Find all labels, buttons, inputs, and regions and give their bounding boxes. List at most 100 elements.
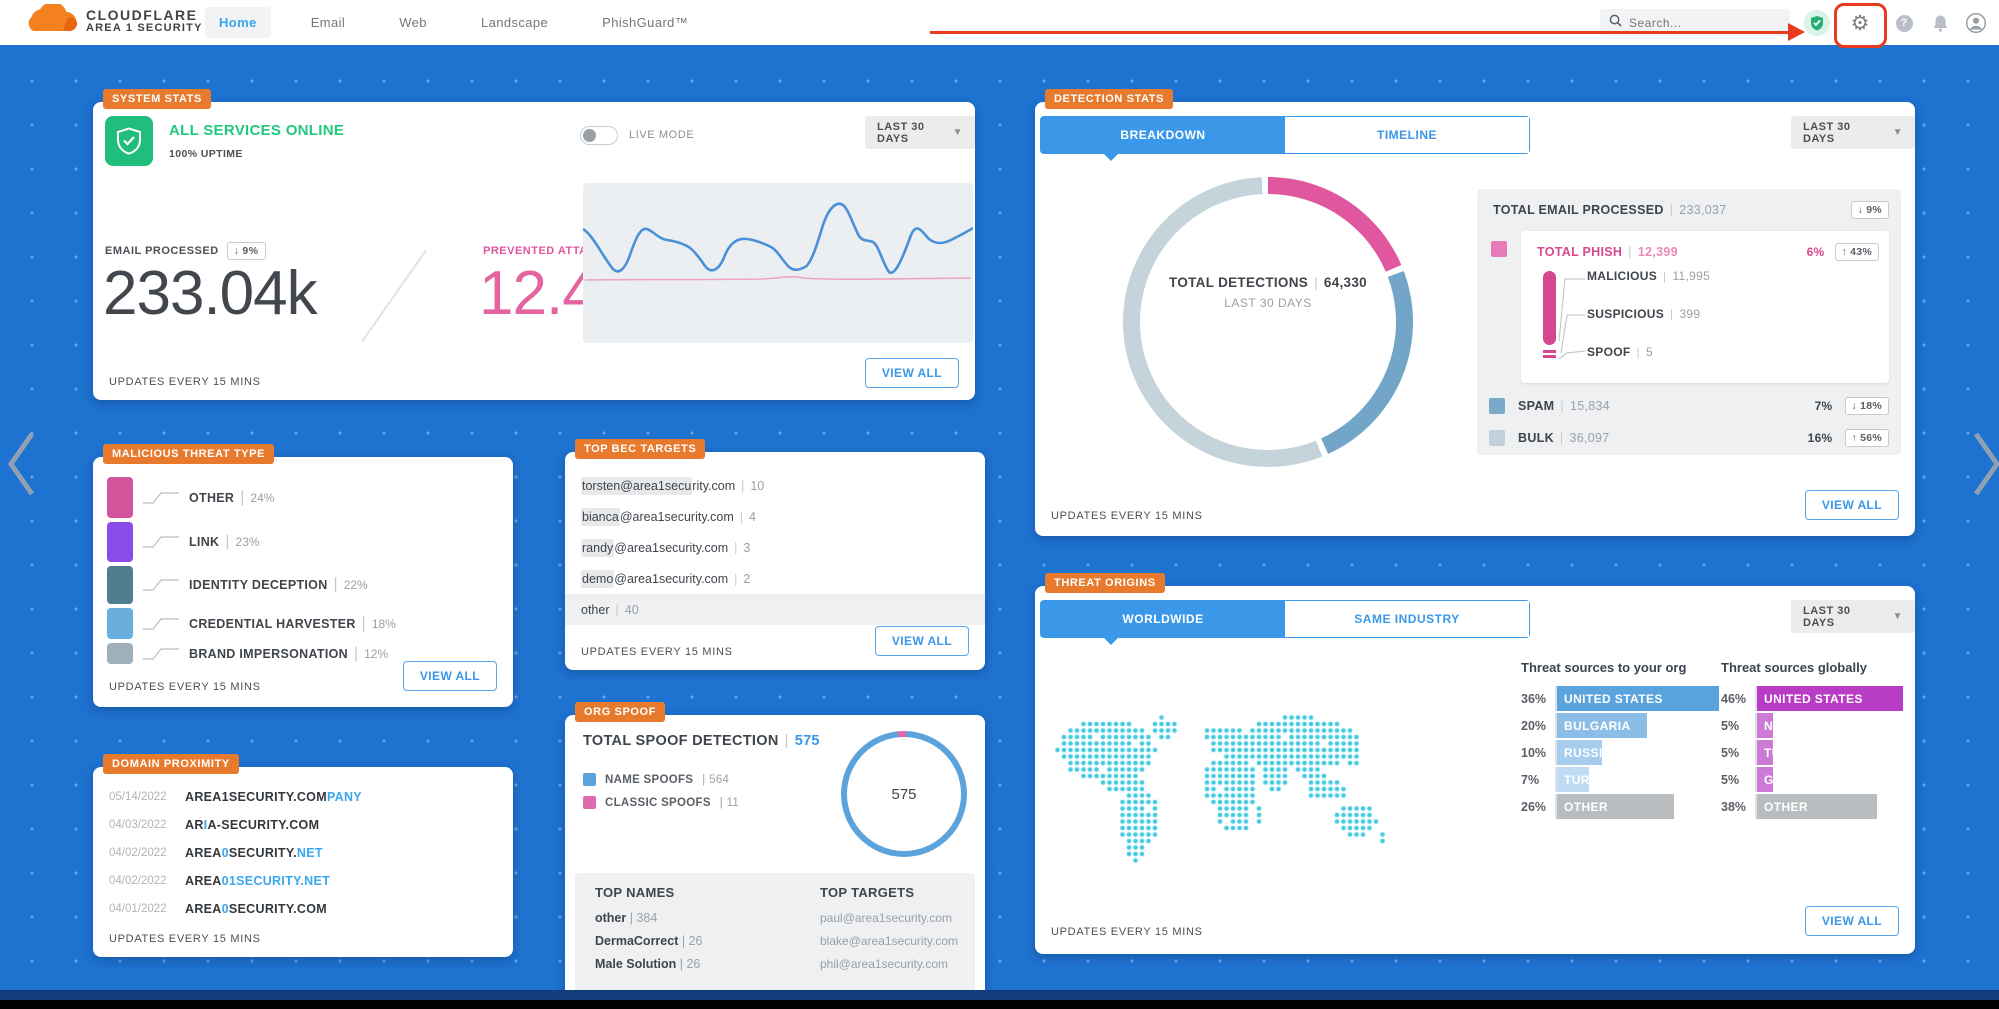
threat-source-bar: OTHER: [1557, 794, 1674, 819]
view-all-button[interactable]: VIEW ALL: [402, 661, 497, 691]
separator: |: [615, 602, 619, 617]
view-all-button[interactable]: VIEW ALL: [874, 626, 969, 656]
org-sources-bars: 36% UNITED STATES 20% BULGARIA 10% RUSSIA 7% TU…: [1521, 686, 1719, 821]
card-badge: TOP BEC TARGETS: [575, 439, 706, 459]
nav-item-email[interactable]: Email: [310, 15, 346, 30]
threat-type-row: LINK | 23%: [107, 522, 499, 562]
email-processed-delta-badge: ↓ 9%: [226, 242, 266, 260]
live-mode-toggle[interactable]: [580, 126, 618, 145]
bec-highlight: torsten@area1secu: [581, 476, 693, 495]
nav-item-landscape[interactable]: Landscape: [480, 15, 549, 30]
uptime-text: 100% UPTIME: [169, 148, 243, 160]
bec-target-row: randy@area1security.com | 3: [565, 532, 985, 563]
total-phish-row: TOTAL PHISH | 12,399 6% ↑ 43%: [1537, 243, 1879, 261]
domain-name: AREA0SECURITY.NET: [185, 846, 323, 860]
domain-name: ARIA-SECURITY.COM: [185, 818, 319, 832]
bar-track: OTHER: [1555, 794, 1674, 819]
total-email-value: 233,037: [1679, 203, 1727, 217]
date-range-dropdown[interactable]: LAST 30 DAYS ▼: [865, 116, 975, 149]
domain-part: AREA: [185, 846, 222, 860]
view-all-button[interactable]: VIEW ALL: [1804, 490, 1899, 520]
email-processed-label-row: EMAIL PROCESSED ↓ 9%: [105, 242, 266, 260]
bar-track: BULGARIA: [1555, 713, 1647, 738]
help-question-glyph: ?: [1895, 14, 1913, 32]
bulk-label: BULK: [1518, 431, 1554, 445]
legend-color-chip: [583, 773, 596, 786]
connector-line: [141, 490, 181, 506]
threat-type-color-chip: [107, 643, 133, 664]
delta-value: 18%: [1860, 400, 1882, 412]
global-sources-header: Threat sources globally: [1721, 660, 1867, 675]
top-targets-header: TOP TARGETS: [820, 885, 915, 900]
threat-source-pct: 36%: [1521, 691, 1547, 706]
threat-source-label: BULGARIA: [1564, 718, 1631, 733]
email-processed-label: EMAIL PROCESSED: [105, 245, 219, 257]
detection-breakdown-panel: TOTAL EMAIL PROCESSED | 233,037 ↓ 9% TOTA…: [1477, 189, 1901, 455]
spoof-donut-chart: 575: [841, 731, 967, 857]
threat-source-pct: 5%: [1721, 745, 1740, 760]
arrow-up-icon: ↑: [1851, 432, 1858, 444]
connector-line: [141, 577, 181, 593]
card-badge: MALICIOUS THREAT TYPE: [103, 444, 274, 464]
separator: |: [225, 533, 230, 550]
bec-rest: rity.com: [692, 478, 736, 493]
date-range-dropdown[interactable]: LAST 30 DAYS ▼: [1791, 116, 1915, 149]
bar-track: TURKEY: [1755, 740, 1815, 765]
search-input[interactable]: [1629, 15, 1769, 30]
detection-tabs: BREAKDOWN TIMELINE: [1040, 116, 1530, 161]
threat-source-row: 5% GERMANY: [1721, 767, 1903, 792]
separator: |: [1670, 307, 1674, 321]
spoof-legend: NAME SPOOFS | 564 CLASSIC SPOOFS | 11: [583, 773, 739, 819]
bulk-pct: 16%: [1807, 431, 1833, 445]
prevented-attacks-label: PREVENTED ATTACKS: [483, 245, 613, 257]
previous-page-chevron[interactable]: [4, 428, 40, 505]
domain-date: 05/14/2022: [109, 791, 167, 803]
tab-worldwide[interactable]: WORLDWIDE: [1041, 601, 1285, 645]
total-phish-label: TOTAL PHISH: [1537, 245, 1623, 259]
nav-item-web[interactable]: Web: [399, 15, 427, 30]
bar-track: OTHER: [1755, 794, 1877, 819]
account-status-shield-icon[interactable]: [1804, 10, 1830, 36]
separator: |: [1669, 203, 1674, 217]
domain-row: 04/01/2022 AREA0SECURITY.COM: [109, 895, 497, 923]
top-navigation-bar: CLOUDFLARE AREA 1 SECURITY Home Email Web L…: [0, 0, 1999, 45]
connector-line: [141, 646, 181, 662]
search-icon: [1609, 14, 1622, 32]
separator: |: [739, 509, 743, 524]
updates-note: UPDATES EVERY 15 MINS: [109, 376, 261, 388]
date-range-dropdown[interactable]: LAST 30 DAYS ▼: [1791, 600, 1915, 633]
separator: |: [734, 571, 738, 586]
threat-type-pct: 24%: [250, 490, 275, 505]
help-icon[interactable]: ?: [1890, 9, 1918, 37]
notifications-bell-icon[interactable]: [1926, 9, 1954, 37]
bar-track: GERMANY: [1755, 767, 1828, 792]
tab-same-industry[interactable]: SAME INDUSTRY: [1285, 601, 1529, 637]
bec-target-row: bianca@area1security.com | 4: [565, 501, 985, 532]
tab-breakdown[interactable]: BREAKDOWN: [1041, 117, 1285, 161]
legend-color-chip: [1489, 398, 1505, 414]
bar-track: TURKEY: [1555, 767, 1615, 792]
bar-track: NETHERLANDS: [1755, 713, 1859, 738]
chevron-down-icon: ▼: [1892, 127, 1903, 138]
connector-line: [141, 534, 181, 550]
nav-item-home[interactable]: Home: [205, 7, 271, 38]
updates-note: UPDATES EVERY 15 MINS: [109, 681, 261, 693]
view-all-button[interactable]: VIEW ALL: [864, 358, 959, 388]
threat-type-pct: 23%: [235, 535, 260, 549]
nav-item-phishguard[interactable]: PhishGuard™: [602, 15, 689, 30]
top-names-header: TOP NAMES: [595, 885, 675, 900]
top-name-row: DermaCorrect | 26: [595, 934, 702, 948]
tab-timeline[interactable]: TIMELINE: [1285, 117, 1529, 153]
top-name-value: | 384: [626, 911, 658, 925]
spam-label: SPAM: [1518, 399, 1555, 413]
bulk-row: BULK | 36,097 16% ↑ 56%: [1489, 429, 1889, 447]
bec-target-row: other | 40: [565, 594, 985, 625]
next-page-chevron[interactable]: [1968, 428, 1999, 505]
view-all-button[interactable]: VIEW ALL: [1804, 906, 1899, 936]
threat-type-pct: 22%: [343, 578, 368, 592]
threat-origins-tabs: WORLDWIDE SAME INDUSTRY: [1040, 600, 1530, 645]
card-badge: THREAT ORIGINS: [1045, 573, 1165, 593]
settings-gear-icon[interactable]: ⚙: [1850, 11, 1870, 35]
user-account-icon[interactable]: [1962, 9, 1990, 37]
brand-text: CLOUDFLARE AREA 1 SECURITY: [86, 8, 203, 34]
